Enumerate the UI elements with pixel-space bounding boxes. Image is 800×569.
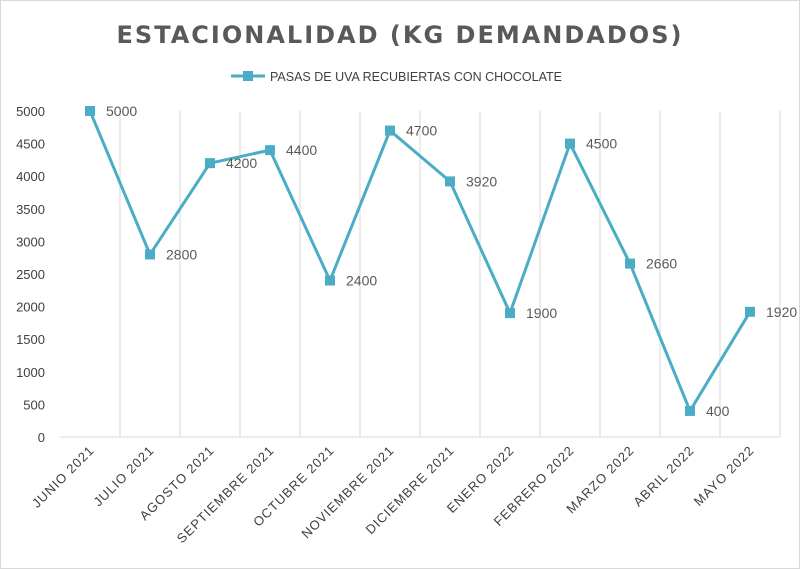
data-point [205, 158, 215, 169]
y-tick-label: 0 [38, 430, 45, 445]
series-path [88, 110, 752, 413]
data-point [685, 405, 695, 416]
legend-label: PASAS DE UVA RECUBIERTAS CON CHOCOLATE [270, 70, 562, 84]
y-tick-label: 3000 [16, 234, 45, 249]
series-line [85, 106, 755, 416]
chart-title: ESTACIONALIDAD (KG DEMANDADOS) [117, 21, 684, 49]
legend-marker [243, 71, 253, 81]
data-label: 2660 [646, 256, 677, 272]
x-tick-label: JUNIO 2021 [29, 443, 97, 511]
data-label: 4400 [286, 142, 317, 158]
data-label: 2800 [166, 246, 197, 262]
data-label: 3920 [466, 173, 497, 189]
data-point [505, 308, 515, 319]
data-labels: 5000 2800 4200 4400 2400 4700 3920 1900 4500 2660… [106, 103, 797, 419]
data-label: 4500 [586, 136, 617, 152]
y-tick-label: 4000 [16, 169, 45, 184]
x-tick-label: ABRIL 2022 [630, 443, 697, 510]
data-label: 2400 [346, 273, 377, 289]
y-tick-label: 4500 [16, 137, 45, 152]
data-point [265, 145, 275, 156]
y-tick-label: 2500 [16, 267, 45, 282]
y-tick-label: 1500 [16, 332, 45, 347]
x-tick-label: SEPTIEMBRE 2021 [174, 443, 277, 546]
data-label: 400 [706, 403, 730, 419]
legend: PASAS DE UVA RECUBIERTAS CON CHOCOLATE [231, 70, 562, 84]
gridlines [60, 111, 781, 438]
data-point [145, 249, 155, 260]
data-point [85, 106, 95, 116]
y-axis: 0 500 1000 1500 2000 2500 3000 3500 4000 4500 5000 [16, 104, 45, 445]
data-label: 4700 [406, 123, 437, 139]
y-tick-label: 3500 [16, 202, 45, 217]
data-label: 1900 [526, 305, 557, 321]
data-label: 5000 [106, 103, 137, 119]
y-tick-label: 1000 [16, 365, 45, 380]
data-label: 1920 [766, 304, 797, 320]
data-point [625, 258, 635, 269]
data-label: 4200 [226, 155, 257, 171]
y-tick-label: 5000 [16, 104, 45, 119]
data-point [745, 306, 755, 317]
x-tick-label: MAYO 2022 [691, 443, 757, 509]
y-tick-label: 2000 [16, 300, 45, 315]
data-point [445, 176, 455, 187]
data-point [325, 275, 335, 286]
y-tick-label: 500 [23, 397, 45, 412]
data-point [385, 125, 395, 136]
x-tick-label: JULIO 2021 [90, 443, 157, 510]
data-point [565, 138, 575, 149]
